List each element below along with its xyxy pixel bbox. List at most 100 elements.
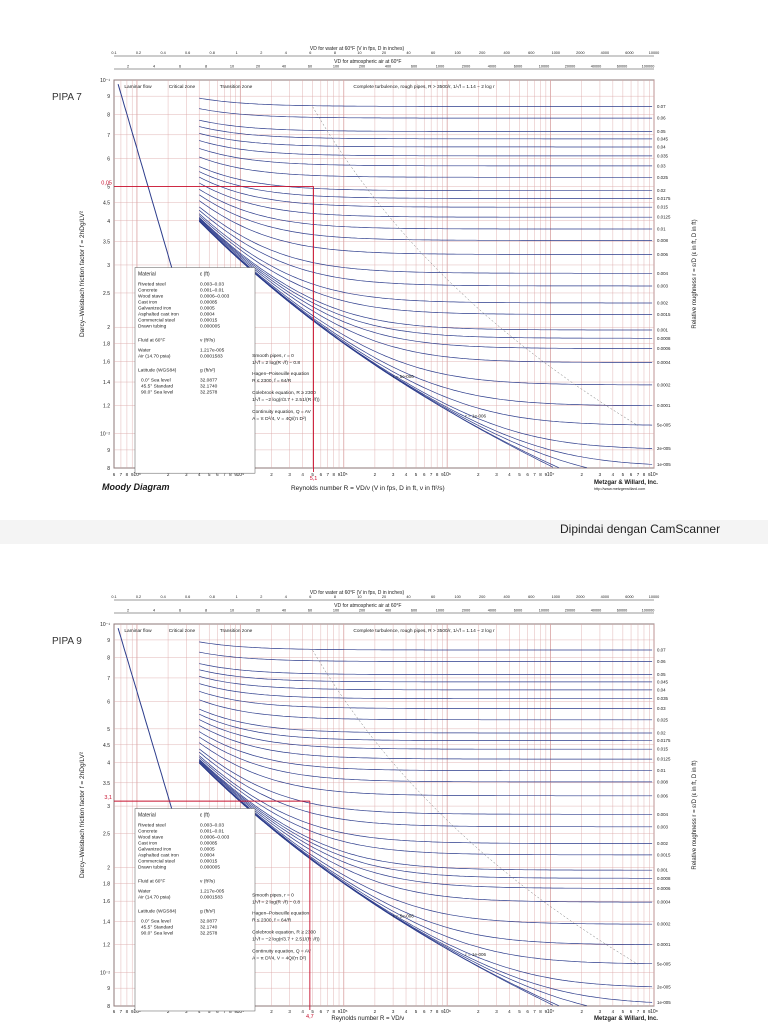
equation-text: R ≤ 2300, f = 64/R <box>252 918 292 924</box>
roughness-tick-label: 0.0015 <box>657 852 671 857</box>
equation-text: Colebrook equation, R ≥ 2300 <box>252 390 316 396</box>
top-axis-water-tick: 0.4 <box>160 595 165 599</box>
zone-turbulence-label: Complete turbulence, rough pipes, R > 35… <box>353 628 495 634</box>
fluid-header-nu: ν (ft²/s) <box>200 338 215 344</box>
x-tick-label: 4 <box>508 1009 511 1014</box>
table-row-epsilon: 0.0005 <box>200 847 215 853</box>
fluid-row-name: Water <box>138 889 151 895</box>
x-tick-label: 4 <box>301 472 304 477</box>
y-tick-label: 1.8 <box>103 881 110 887</box>
y-tick-label: 7 <box>107 133 110 139</box>
roughness-tick-label: 2e-005 <box>657 446 671 451</box>
top-axis-water-tick: 60 <box>431 51 435 55</box>
annotation-reynolds-label: 4,7 <box>306 1014 314 1020</box>
table-row-material: Concrete <box>138 288 158 294</box>
turbulence-boundary-line <box>312 106 639 426</box>
table-header-epsilon: ε (ft) <box>200 813 210 819</box>
x-tick-label: 8 <box>229 1009 232 1014</box>
latitude-row-name: 45.5° Standard <box>141 384 173 390</box>
y-tick-label: 6 <box>107 699 110 705</box>
x-tick-label: 9 <box>338 472 341 477</box>
roughness-curve <box>199 713 653 742</box>
roughness-curve <box>198 213 653 304</box>
x-tick-label: 8 <box>436 1009 439 1014</box>
roughness-tick-label: 0.001 <box>657 868 669 873</box>
laminar-flow-line <box>117 84 175 276</box>
table-row-epsilon: 0.00015 <box>200 318 218 324</box>
roughness-curve <box>199 126 653 140</box>
curve-label-1e-6: r = 1e-006 <box>465 952 486 957</box>
roughness-curve <box>199 641 653 651</box>
latitude-header-g: g (ft/s²) <box>200 368 216 374</box>
x-tick-label: 10⁵ <box>340 1009 348 1015</box>
table-row-material: Asphalted cast iron <box>138 853 179 859</box>
top-axis-water-tick: 0.1 <box>111 51 116 55</box>
top-axis-water-tick: 2000 <box>576 51 584 55</box>
x-tick-label: 5 <box>208 1009 211 1014</box>
x-tick-label: 7 <box>120 1009 123 1014</box>
y-tick-label: 2 <box>107 325 110 331</box>
latitude-header: Latitude (WGS84) <box>138 909 177 915</box>
x-tick-label: 4 <box>405 1009 408 1014</box>
x-tick-label: 10⁵ <box>340 472 348 478</box>
equation-text: Colebrook equation, R ≥ 2300 <box>252 930 316 936</box>
table-row-material: Galvanized iron <box>138 306 172 312</box>
roughness-tick-label: 0.0006 <box>657 886 671 891</box>
y-tick-label: 2.5 <box>103 291 110 297</box>
roughness-tick-label: 0.07 <box>657 648 666 653</box>
top-axis-air-tick: 6 <box>179 609 181 613</box>
roughness-tick-label: 0.002 <box>657 300 669 305</box>
top-axis-water-tick: 10000 <box>649 595 660 599</box>
roughness-curve <box>198 742 653 797</box>
roughness-tick-label: 0.0006 <box>657 346 671 351</box>
top-axis-air-tick: 8 <box>205 609 207 613</box>
top-axis-air-tick: 20000 <box>565 65 576 69</box>
latitude-row-name: 45.5° Standard <box>141 925 173 931</box>
pipe-label-1: PIPA 7 <box>52 92 82 103</box>
laminar-flow-line <box>117 628 175 817</box>
x-tick-label: 10⁴ <box>236 472 244 478</box>
y-tick-label: 10⁻² <box>100 432 110 438</box>
x-tick-label: 10⁶ <box>443 472 451 478</box>
top-axis-air-tick: 4000 <box>488 65 496 69</box>
y-tick-label: 6 <box>107 156 110 162</box>
roughness-tick-label: 0.0004 <box>657 360 671 365</box>
roughness-tick-label: 0.002 <box>657 841 669 846</box>
y-tick-label: 1.8 <box>103 341 110 347</box>
fluid-row-value: 1.217e-005 <box>200 889 225 895</box>
y-tick-label: 4.5 <box>103 201 110 207</box>
right-axis-title: Relative roughness r = ε/D (ε in ft, D i… <box>692 760 698 869</box>
x-tick-label: 10⁴ <box>236 1009 244 1015</box>
x-tick-label: 3 <box>599 472 602 477</box>
latitude-row-value: 32.2578 <box>200 390 218 396</box>
x-tick-label: 7 <box>223 472 226 477</box>
roughness-curve <box>198 217 653 331</box>
x-tick-label: 10³ <box>133 472 141 478</box>
y-tick-label: 8 <box>107 112 110 118</box>
x-tick-label: 10⁷ <box>547 1009 555 1015</box>
credit-label: Metzgar & Willard, Inc. <box>594 1016 658 1022</box>
x-tick-label: 6 <box>216 472 219 477</box>
roughness-tick-label: 0.035 <box>657 153 669 158</box>
right-axis-title: Relative roughness r = ε/D (ε in ft, D i… <box>692 219 698 328</box>
x-tick-label: 9 <box>131 1009 134 1014</box>
zone-laminar-label: Laminar flow <box>124 84 152 90</box>
latitude-row-name: 90.0° Sea level <box>141 390 173 396</box>
y-tick-label: 5 <box>107 184 110 190</box>
top-axis-water-tick: 6 <box>309 51 311 55</box>
x-tick-label: 4 <box>612 472 615 477</box>
table-row-epsilon: 0.00085 <box>200 300 218 306</box>
equation-text: Hagen–Poiseuille equation <box>252 371 309 377</box>
top-axis-water-tick: 1 <box>236 595 238 599</box>
x-tick-label: 3 <box>185 472 188 477</box>
x-tick-label: 9 <box>131 472 134 477</box>
table-row-epsilon: 0.00015 <box>200 859 218 865</box>
roughness-tick-label: 0.02 <box>657 731 666 736</box>
x-tick-label: 3 <box>185 1009 188 1014</box>
table-row-epsilon: 0.003–0.03 <box>200 823 224 829</box>
top-axis-water-tick: 60 <box>431 595 435 599</box>
top-axis-water-label: VD for water at 60°F (V in fps, D in inc… <box>310 590 405 596</box>
latitude-header: Latitude (WGS84) <box>138 368 177 374</box>
top-axis-air-tick: 40 <box>282 609 286 613</box>
x-tick-label: 10⁸ <box>650 1009 658 1015</box>
